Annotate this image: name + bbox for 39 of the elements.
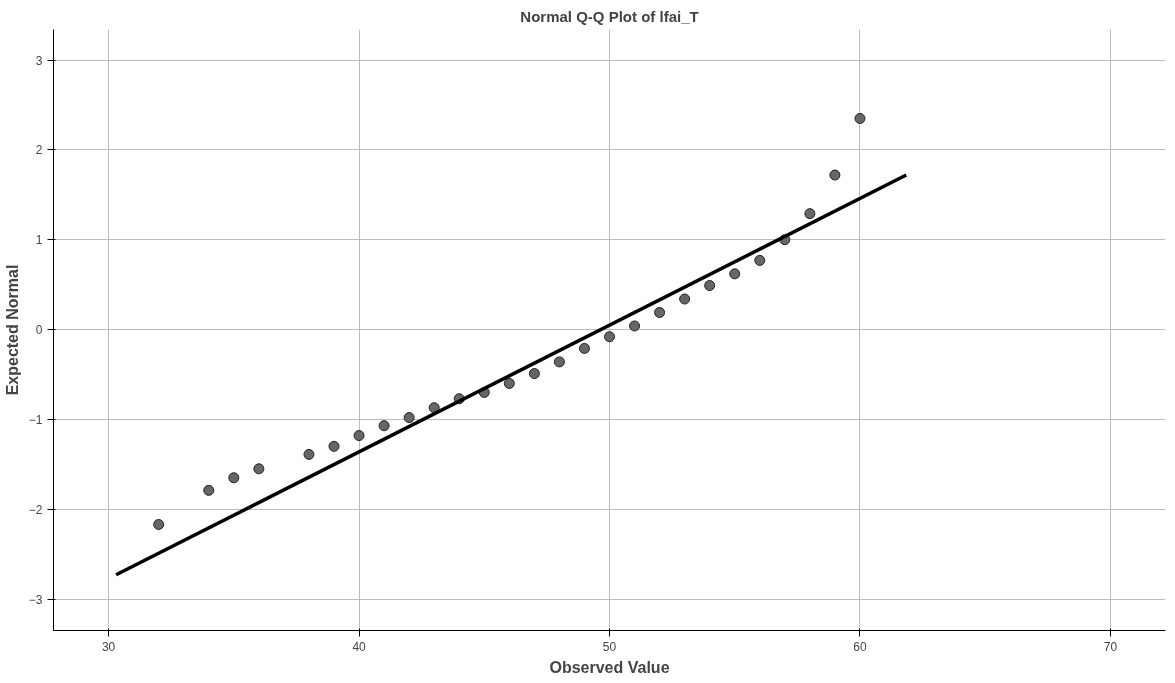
point	[829, 169, 841, 181]
y-tick-label: −2	[28, 502, 43, 517]
point	[203, 484, 215, 496]
y-tick-label: 1	[35, 233, 43, 248]
chart-title: Normal Q-Q Plot of lfai_T	[520, 7, 699, 25]
y-tick-label: 0	[35, 323, 43, 338]
point	[353, 430, 365, 442]
point	[854, 112, 866, 124]
y-tick-label: −3	[28, 592, 43, 607]
point	[553, 356, 565, 368]
point	[253, 463, 265, 475]
x-tick-label: 30	[101, 639, 116, 654]
point	[378, 420, 390, 432]
point	[528, 368, 540, 380]
y-tick-label: 3	[35, 53, 43, 68]
y-tick-label: 2	[35, 143, 43, 158]
x-tick-label: 70	[1103, 639, 1118, 654]
point	[604, 331, 615, 343]
point	[428, 402, 440, 414]
point	[804, 208, 816, 220]
point	[303, 448, 315, 460]
point	[228, 472, 240, 484]
y-axis-title: Expected Normal	[3, 264, 21, 396]
point	[679, 293, 691, 305]
point	[729, 268, 741, 280]
x-tick-label: 60	[853, 639, 867, 654]
point	[328, 440, 340, 452]
point	[578, 342, 590, 354]
x-tick-label: 40	[352, 639, 367, 654]
x-tick-label: 50	[602, 639, 617, 654]
point	[654, 306, 666, 318]
point	[754, 254, 766, 266]
point	[704, 280, 716, 292]
point	[403, 412, 415, 424]
x-axis-title: Observed Value	[549, 658, 670, 676]
point	[629, 320, 641, 332]
y-tick-label: −1	[28, 412, 43, 427]
point	[503, 377, 515, 389]
point	[153, 519, 165, 530]
